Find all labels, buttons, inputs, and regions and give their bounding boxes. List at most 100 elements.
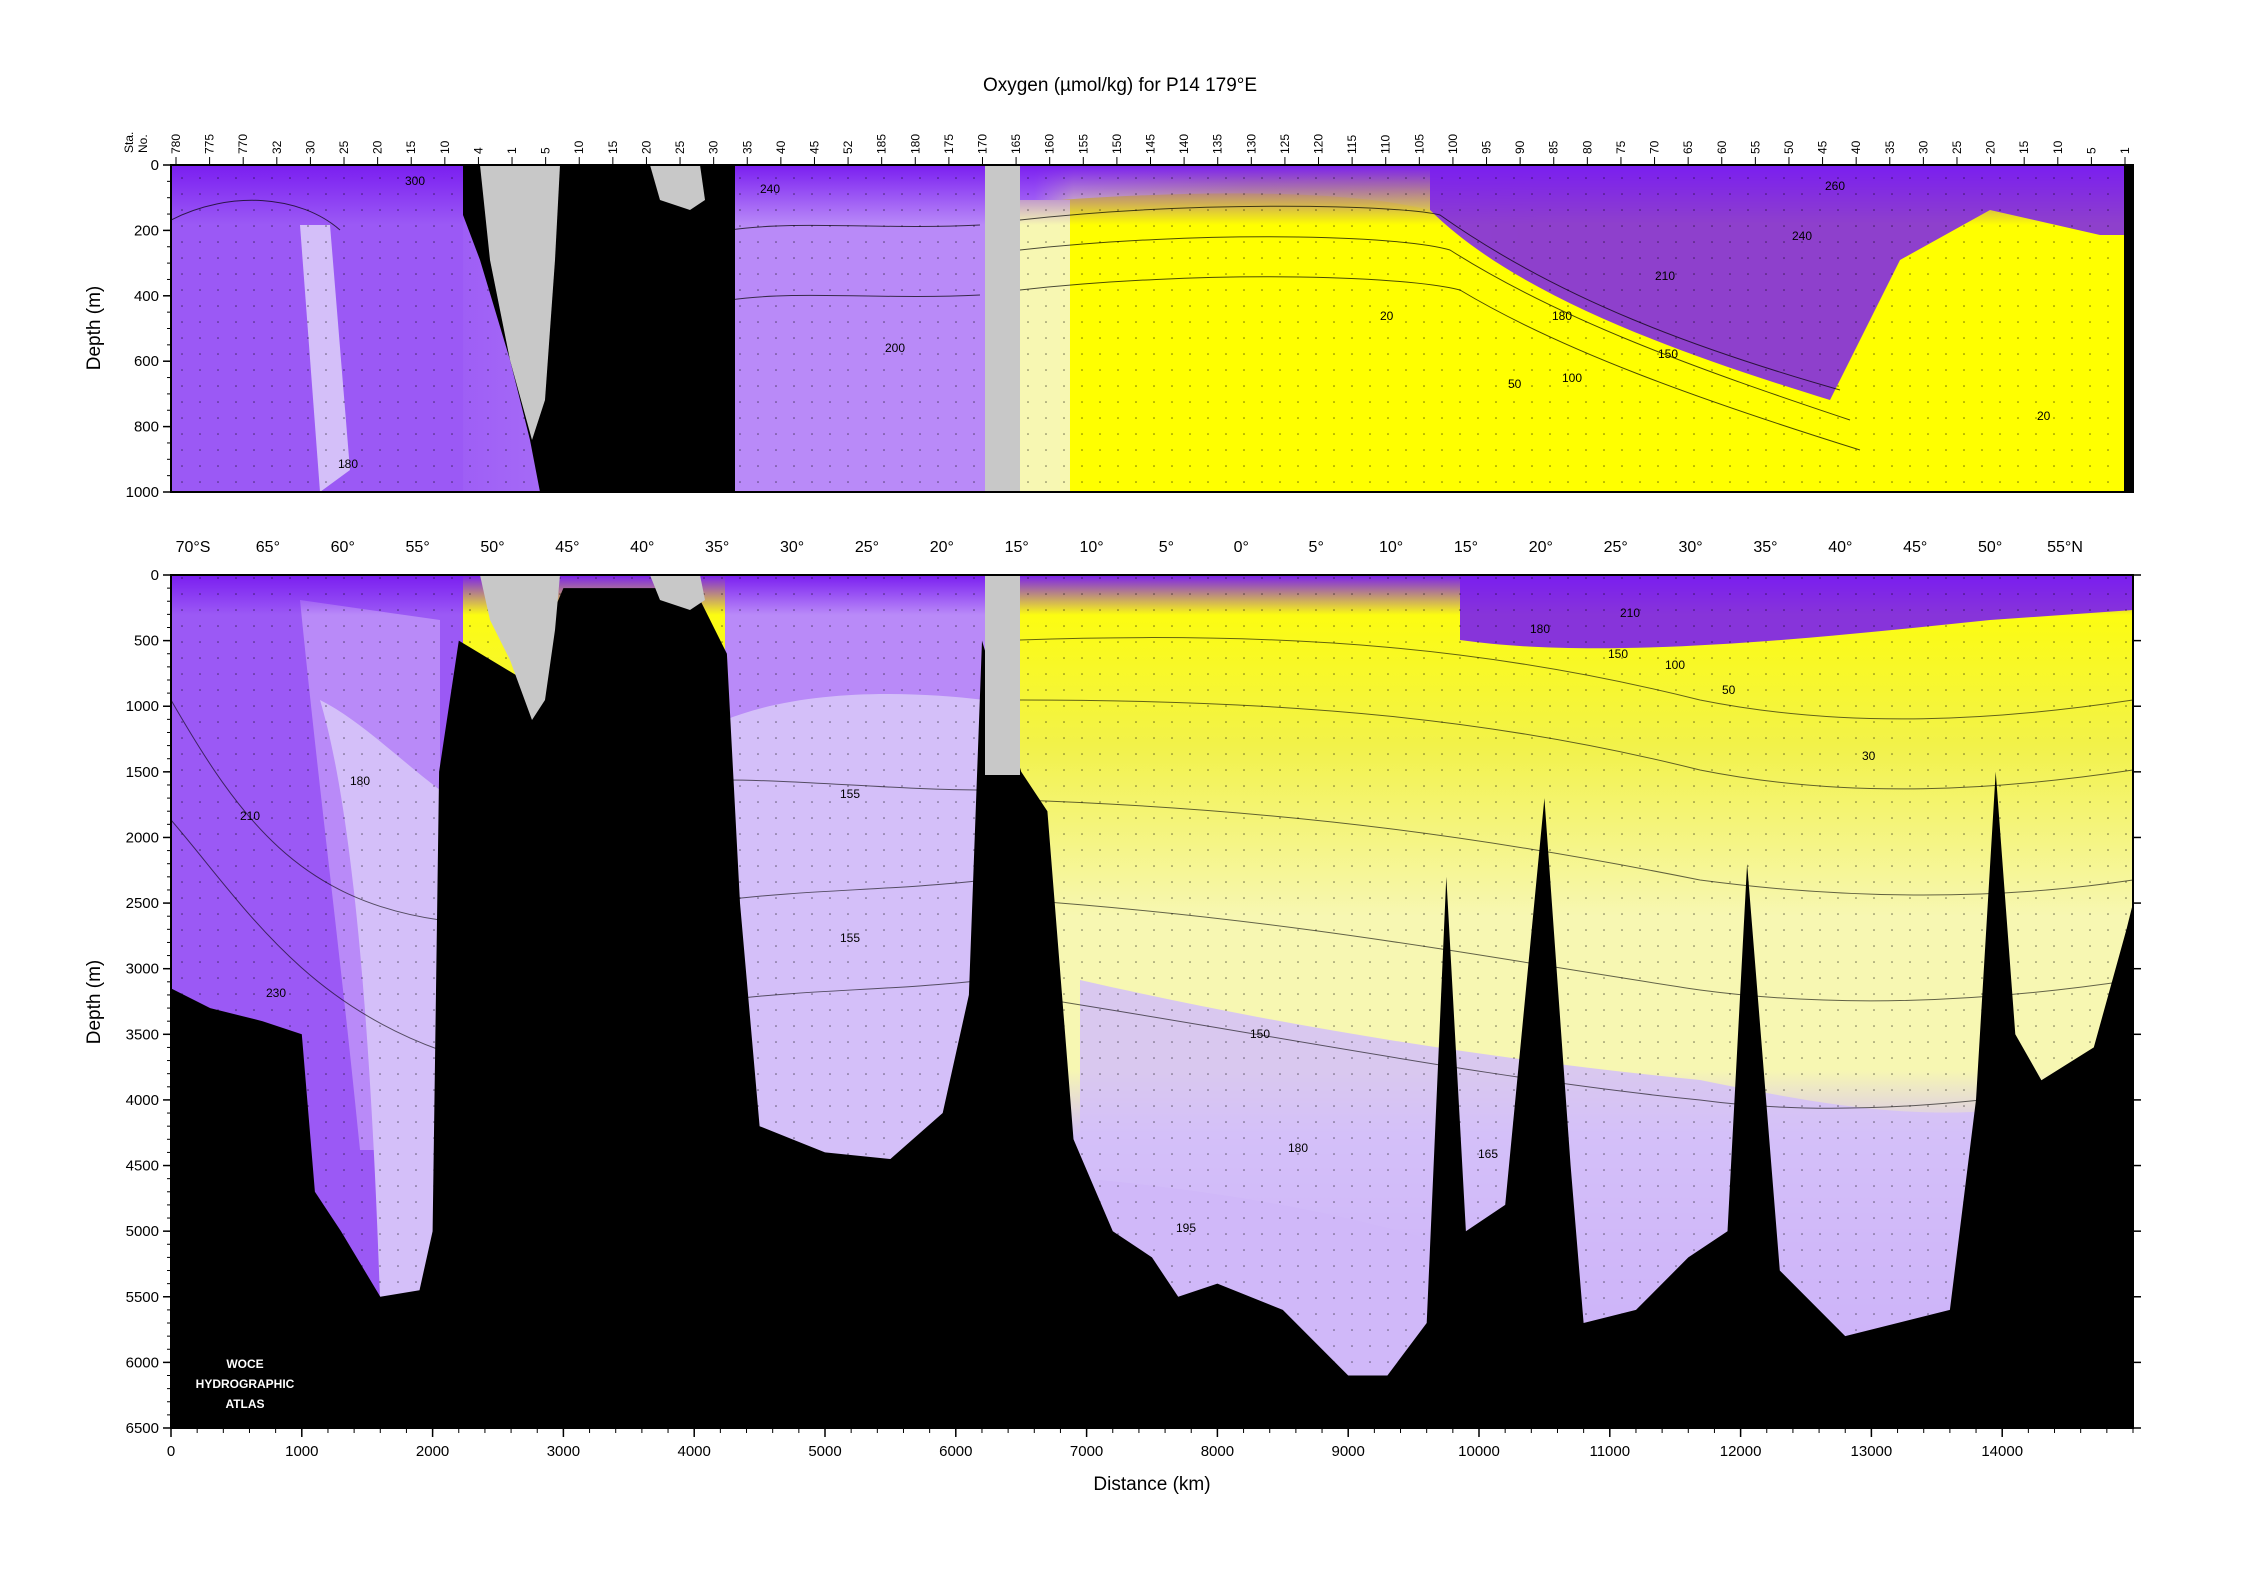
station-label: 155	[1076, 134, 1090, 154]
contour-label: 100	[1665, 658, 1685, 672]
x-tick-label: 5000	[808, 1443, 841, 1460]
contour-label: 240	[1792, 229, 1812, 243]
contour-label: 155	[840, 931, 860, 945]
latitude-label: 50°	[480, 539, 504, 556]
x-tick-label: 0	[167, 1443, 175, 1460]
lower-panel: 180 210 230 155 155 150 180 165 195 180 …	[84, 539, 2141, 1495]
station-label: 10	[572, 140, 586, 154]
latitude-label: 40°	[630, 539, 654, 556]
upper-contours	[171, 199, 1861, 451]
station-label: 180	[908, 134, 922, 154]
latitude-label: 10°	[1379, 539, 1403, 556]
latitude-label: 40°	[1828, 539, 1852, 556]
y-tick-label: 6000	[126, 1354, 159, 1371]
station-label: 770	[236, 134, 250, 154]
station-label: 35	[1883, 140, 1897, 154]
lower-land-mask-2	[650, 575, 705, 610]
station-label: 5	[539, 147, 553, 154]
station-label: 75	[1614, 140, 1628, 154]
x-tick-label: 10000	[1458, 1443, 1500, 1460]
station-label: 20	[1984, 140, 1998, 154]
contour-label: 210	[1655, 269, 1675, 283]
station-label: 140	[1177, 134, 1191, 154]
station-label: 15	[2017, 140, 2031, 154]
contour-label: 195	[1176, 1221, 1196, 1235]
contour-label: 50	[1722, 683, 1736, 697]
upper-land-mask	[480, 165, 560, 440]
latitude-label: 15°	[1005, 539, 1029, 556]
y-tick-label: 800	[134, 419, 159, 436]
lower-x-axis: 0 1000 2000 3000 4000 5000 6000 7000 8000 9000 100…	[167, 1428, 2134, 1460]
latitude-label: 55°	[406, 539, 430, 556]
station-label: 25	[337, 140, 351, 154]
station-label: 50	[1782, 140, 1796, 154]
station-label: 15	[606, 140, 620, 154]
station-label: 125	[1278, 134, 1292, 154]
latitude-label: 5°	[1159, 539, 1174, 556]
y-tick-label: 1500	[126, 764, 159, 781]
station-label: 80	[1580, 140, 1594, 154]
x-tick-label: 2000	[416, 1443, 449, 1460]
y-tick-label: 500	[134, 633, 159, 650]
lower-frame	[170, 574, 2134, 1429]
y-tick-label: 600	[134, 353, 159, 370]
latitude-label: 60°	[331, 539, 355, 556]
station-label: 1	[2118, 147, 2132, 154]
x-tick-label: 4000	[678, 1443, 711, 1460]
contour-label: 300	[405, 174, 425, 188]
latitude-label: 45°	[555, 539, 579, 556]
contour-label: 20	[1380, 309, 1394, 323]
station-label: 95	[1480, 140, 1494, 154]
station-label: 780	[169, 134, 183, 154]
logo-line-3: ATLAS	[225, 1397, 264, 1411]
x-tick-label: 6000	[939, 1443, 972, 1460]
contour-label: 150	[1250, 1027, 1270, 1041]
y-tick-label: 400	[134, 288, 159, 305]
station-label: 85	[1547, 140, 1561, 154]
contour-label: 180	[338, 457, 358, 471]
lower-y-axis-label: Depth (m)	[84, 960, 105, 1044]
station-label: 1	[505, 147, 519, 154]
x-tick-label: 13000	[1851, 1443, 1893, 1460]
contour-label: 165	[1478, 1147, 1498, 1161]
station-label: 30	[707, 140, 721, 154]
lower-land-mask	[480, 575, 560, 720]
station-label: 45	[807, 140, 821, 154]
station-axis-label-sta: Sta.	[122, 132, 136, 153]
station-label: 55	[1748, 140, 1762, 154]
station-label: 175	[942, 134, 956, 154]
latitude-axis: 70°S 65° 60° 55° 50° 45° 40° 35° 30° 25° 20° 15° 10°…	[176, 539, 2083, 556]
station-label: 115	[1345, 135, 1359, 154]
latitude-label: 10°	[1079, 539, 1103, 556]
contour-label: 150	[1608, 647, 1628, 661]
upper-y-axis-label: Depth (m)	[84, 286, 105, 370]
station-label: 30	[1916, 140, 1930, 154]
x-tick-label: 9000	[1332, 1443, 1365, 1460]
latitude-label: 25°	[1604, 539, 1628, 556]
contour-label: 180	[1530, 622, 1550, 636]
station-label: 65	[1681, 140, 1695, 154]
contour-label: 30	[1862, 749, 1876, 763]
latitude-label: 30°	[1678, 539, 1702, 556]
upper-y-axis: 0 200 400 600 800 1000	[126, 157, 171, 501]
logo-line-2: HYDROGRAPHIC	[196, 1377, 295, 1391]
contour-label: 180	[1288, 1141, 1308, 1155]
station-label: 40	[1849, 140, 1863, 154]
contour-label: 100	[1562, 371, 1582, 385]
station-label: 20	[639, 140, 653, 154]
upper-contour-labels: 300 240 200 180 210 180 150 100 50 20 20…	[338, 174, 2051, 471]
lower-bathymetry	[171, 588, 2133, 1428]
latitude-label: 25°	[855, 539, 879, 556]
station-label: 90	[1513, 140, 1527, 154]
latitude-label: 45°	[1903, 539, 1927, 556]
station-label: 120	[1312, 134, 1326, 154]
station-label: 150	[1110, 134, 1124, 154]
station-label: 15	[404, 140, 418, 154]
y-tick-label: 1000	[126, 698, 159, 715]
station-label: 165	[1009, 134, 1023, 154]
station-label: 775	[203, 134, 217, 154]
x-tick-label: 12000	[1720, 1443, 1762, 1460]
x-tick-label: 8000	[1201, 1443, 1234, 1460]
contour-label: 50	[1508, 377, 1522, 391]
